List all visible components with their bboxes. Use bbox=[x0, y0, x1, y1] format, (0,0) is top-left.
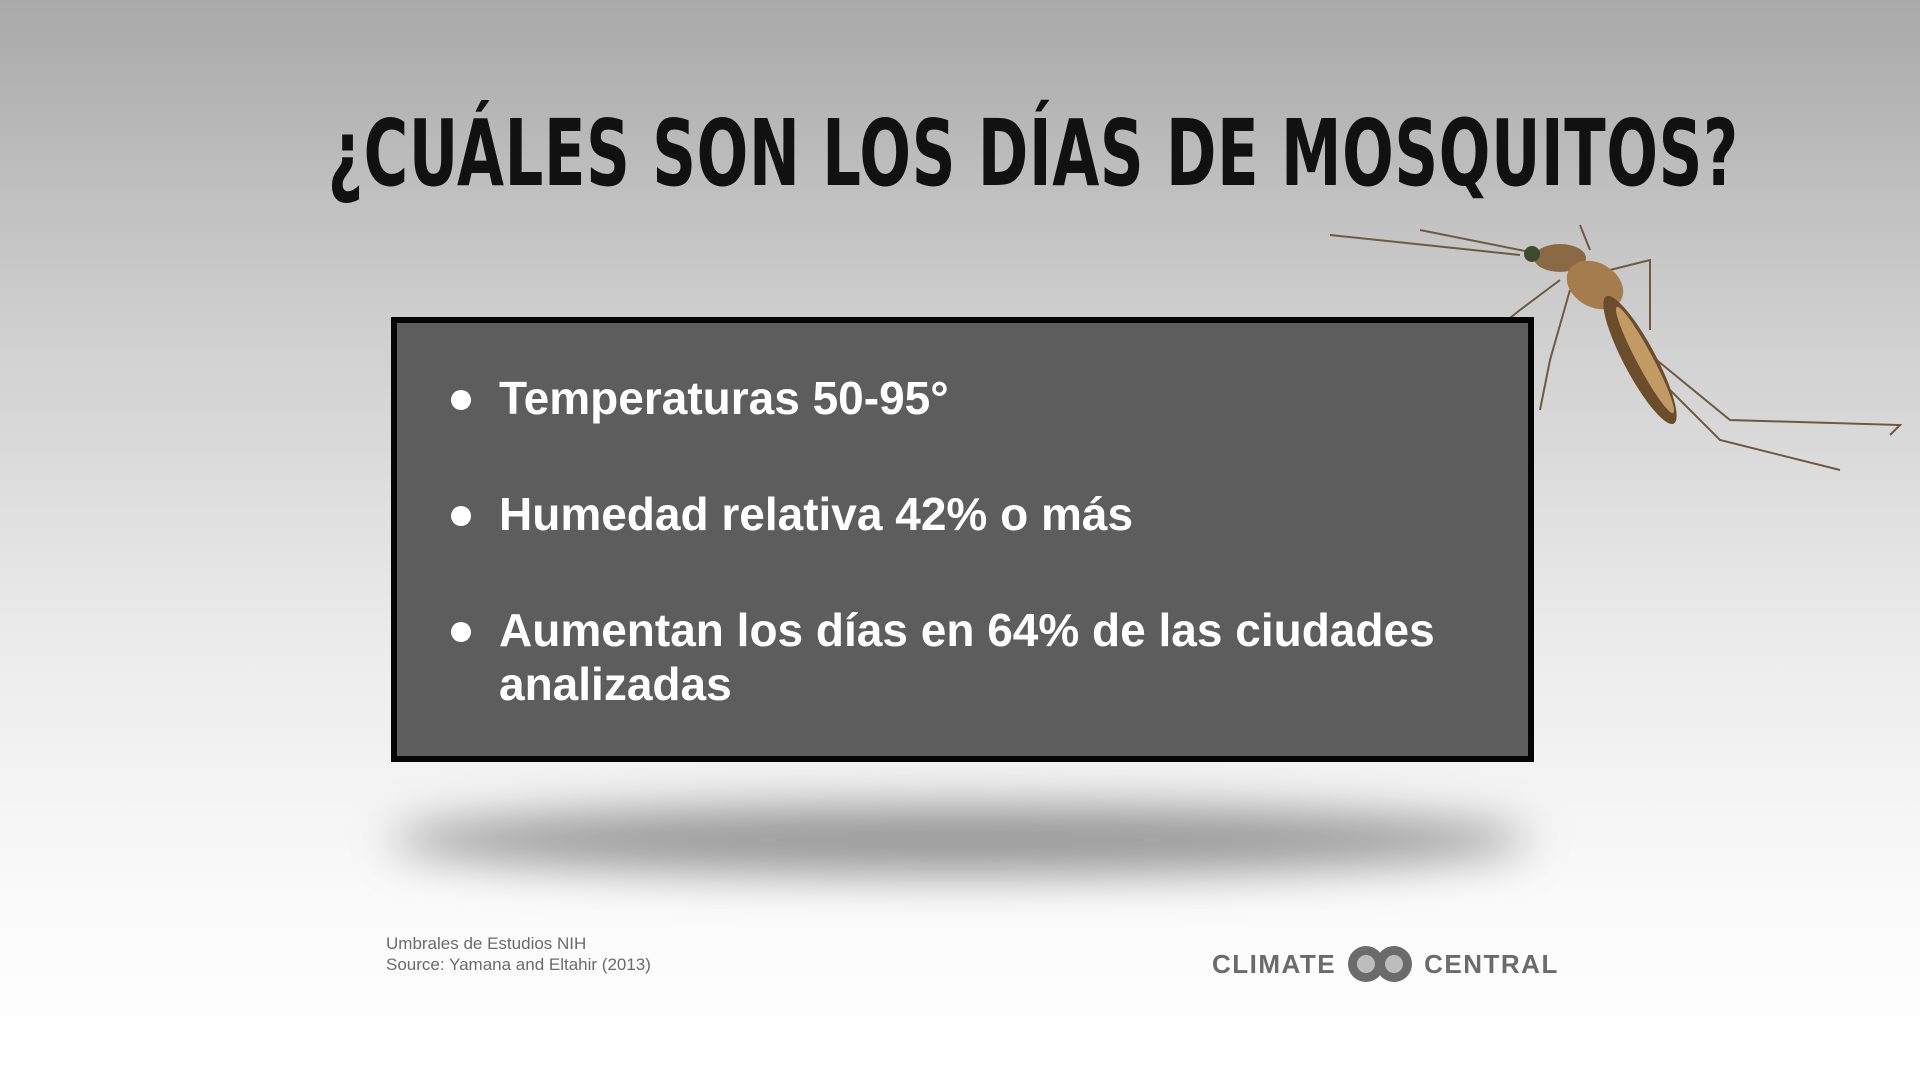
bullet: Humedad relativa 42% o más bbox=[451, 487, 1509, 541]
logo-text: CENTRAL bbox=[1424, 948, 1559, 979]
footnotes: Umbrales de Estudios NIH Source: Yamana … bbox=[386, 933, 651, 975]
logo-text: CLIMATE bbox=[1212, 948, 1337, 979]
bullet-list: Temperaturas 50-95° Humedad relativa 42%… bbox=[451, 371, 1509, 773]
bullet: Temperaturas 50-95° bbox=[451, 371, 1509, 425]
slide-title: ¿CUÁLES SON LOS DÍAS DE MOSQUITOS? bbox=[327, 100, 1739, 207]
logo-mark bbox=[1348, 946, 1413, 982]
bullet-box: Temperaturas 50-95° Humedad relativa 42%… bbox=[391, 317, 1534, 762]
mosquito-illustration bbox=[1329, 224, 1903, 471]
bullet: Aumentan los días en 64% de las ciudades… bbox=[451, 603, 1509, 711]
footnote: Source: Yamana and Eltahir (2013) bbox=[386, 955, 651, 974]
logo: CLIMATE CENTRAL bbox=[1212, 944, 1559, 984]
footnote: Umbrales de Estudios NIH bbox=[386, 934, 587, 953]
box-shadow bbox=[390, 805, 1530, 875]
